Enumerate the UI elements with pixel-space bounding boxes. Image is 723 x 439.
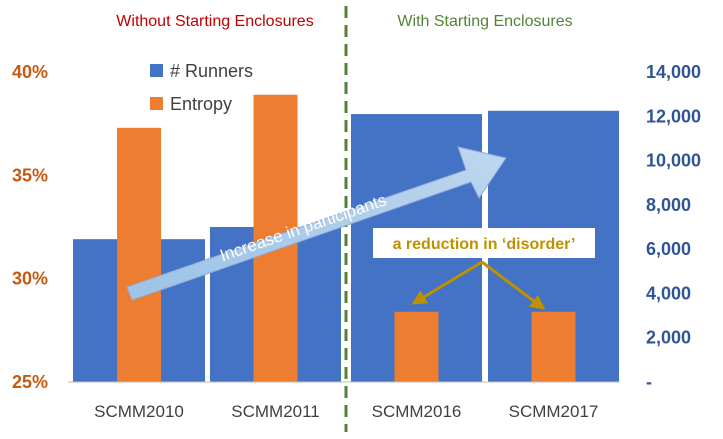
category-label-SCMM2017: SCMM2017 xyxy=(509,402,599,421)
bar-entropy-SCMM2016 xyxy=(394,311,439,382)
right-tick-label: 4,000 xyxy=(646,283,691,303)
callout-box xyxy=(373,228,595,258)
right-tick-label: 6,000 xyxy=(646,239,691,259)
category-label-SCMM2016: SCMM2016 xyxy=(372,402,462,421)
right-tick-label: 8,000 xyxy=(646,195,691,215)
right-tick-label: 10,000 xyxy=(646,151,701,171)
right-tick-label: 2,000 xyxy=(646,328,691,348)
left-tick-label: 35% xyxy=(12,165,48,185)
left-tick-label: 30% xyxy=(12,269,48,289)
bar-entropy-SCMM2010 xyxy=(117,127,161,382)
right-tick-label: 12,000 xyxy=(646,106,701,126)
legend-swatch-entropy xyxy=(150,97,163,110)
category-label-SCMM2010: SCMM2010 xyxy=(94,402,184,421)
category-labels: SCMM2010 SCMM2011 SCMM2016 SCMM2017 xyxy=(94,402,598,421)
callout-pointer-right xyxy=(481,260,546,310)
legend: # Runners Entropy xyxy=(150,61,253,114)
legend-swatch-runners xyxy=(150,64,163,77)
left-tick-label: 25% xyxy=(12,372,48,392)
legend-label-entropy: Entropy xyxy=(170,94,232,114)
right-axis-ticks: - 2,000 4,000 6,000 8,000 10,000 12,000 14,000 xyxy=(646,62,701,392)
bar-entropy-SCMM2017 xyxy=(531,311,576,382)
callout-pointer-left xyxy=(411,260,483,305)
right-tick-label: - xyxy=(646,372,652,392)
left-axis-ticks: 25% 30% 35% 40% xyxy=(12,62,48,392)
section-label-without-enclosures: Without Starting Enclosures xyxy=(116,13,313,30)
legend-label-runners: # Runners xyxy=(170,61,253,81)
left-tick-label: 40% xyxy=(12,62,48,82)
section-label-with-enclosures: With Starting Enclosures xyxy=(397,13,572,30)
arrow-shape xyxy=(126,146,507,301)
callout-label: a reduction in ‘disorder’ xyxy=(393,236,576,253)
disorder-callout: a reduction in ‘disorder’ xyxy=(373,228,595,310)
right-tick-label: 14,000 xyxy=(646,62,701,82)
category-label-SCMM2011: SCMM2011 xyxy=(231,402,320,421)
